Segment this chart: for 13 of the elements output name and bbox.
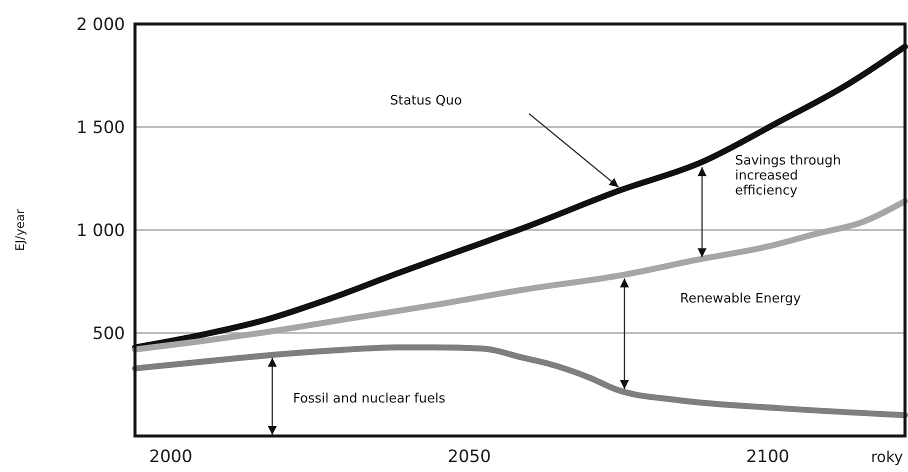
y-axis-title: EJ/year <box>13 208 27 251</box>
x-tick-label: 2100 <box>746 447 790 467</box>
y-tick-label: 2 000 <box>76 14 125 35</box>
annotation: Status Quo <box>390 94 462 109</box>
annotation: Renewable Energy <box>680 292 802 307</box>
x-tick-label: 2000 <box>149 447 192 467</box>
annotation: Fossil and nuclear fuels <box>293 392 446 407</box>
annotation: Savings through increased efficiency <box>735 154 841 198</box>
x-tick-label: 2050 <box>448 447 491 467</box>
y-tick-label: 500 <box>92 324 125 344</box>
y-tick-label: 1 000 <box>76 220 125 241</box>
y-tick-label: 1 500 <box>76 118 125 138</box>
x-axis-title: roky <box>870 448 904 466</box>
